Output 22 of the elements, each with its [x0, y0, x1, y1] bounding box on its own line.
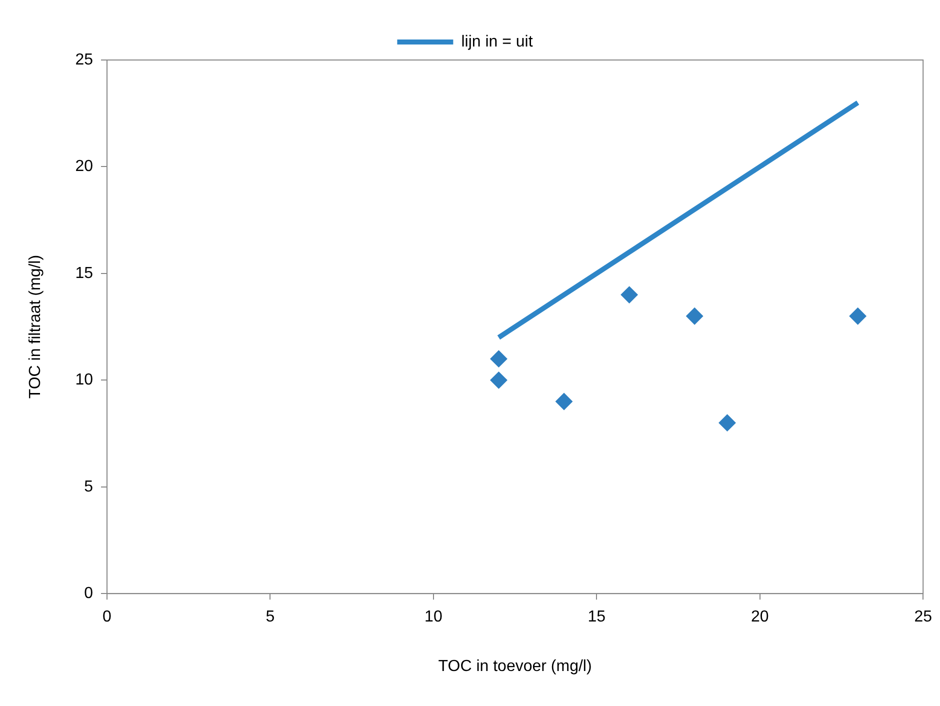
- x-tick-label: 10: [424, 608, 442, 626]
- x-tick-label: 20: [750, 608, 769, 626]
- point: [849, 308, 866, 325]
- y-tick-label: 20: [75, 158, 94, 176]
- y-tick-label: 5: [84, 478, 94, 496]
- legend-label: lijn in = uit: [461, 33, 534, 50]
- point: [686, 308, 704, 325]
- point: [718, 414, 736, 432]
- y-tick-label: 10: [75, 372, 94, 389]
- x-axis-title: TOC in toevoer (mg/l): [438, 658, 592, 675]
- y-axis-title: TOC in filtraat (mg/l): [27, 254, 44, 399]
- x-tick-label: 0: [102, 608, 112, 626]
- point: [620, 286, 638, 304]
- x-tick-label: 5: [266, 608, 275, 626]
- y-tick-label: 25: [75, 51, 94, 68]
- y-tick-label: 0: [84, 585, 94, 602]
- point: [490, 372, 508, 389]
- point: [556, 393, 573, 410]
- point: [490, 350, 508, 368]
- x-tick-label: 25: [914, 608, 932, 626]
- x-tick-label: 15: [588, 608, 606, 626]
- y-tick-label: 15: [75, 264, 94, 282]
